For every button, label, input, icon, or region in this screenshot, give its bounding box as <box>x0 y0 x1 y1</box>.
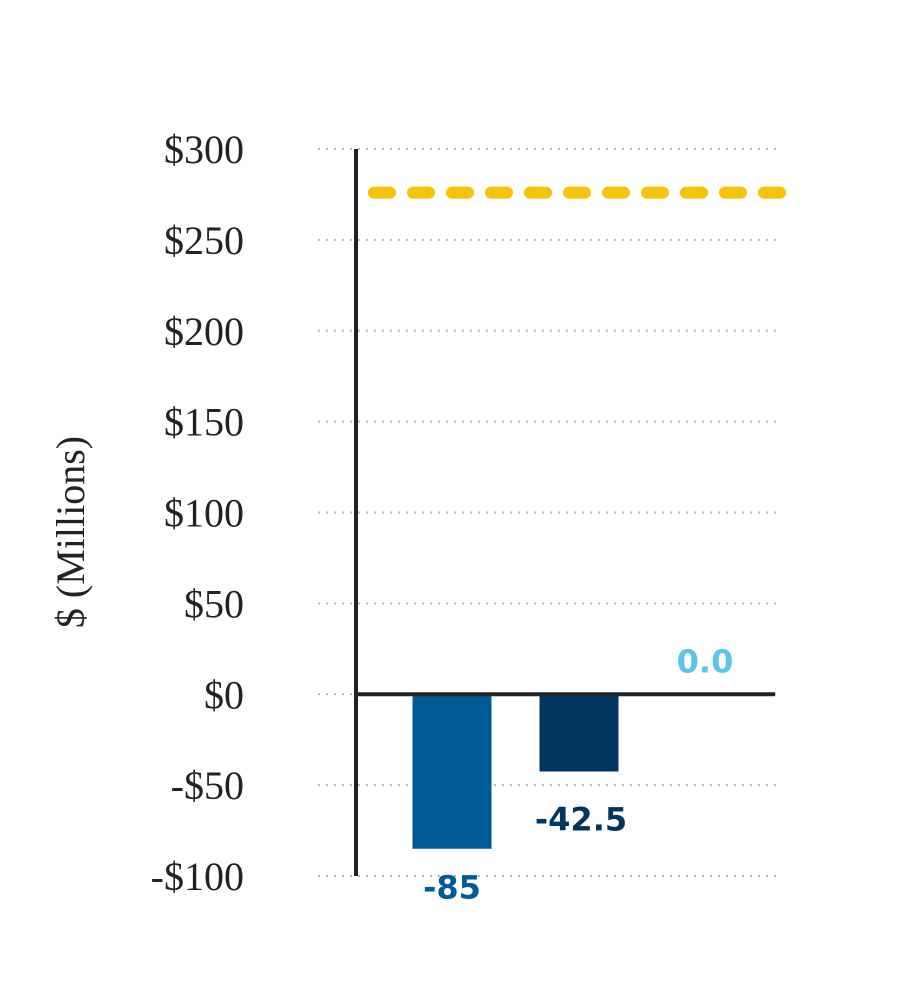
y-tick-label: $300 <box>164 127 244 172</box>
bars <box>412 694 619 849</box>
data-label: -42.5 <box>535 800 627 838</box>
y-tick-label: $150 <box>164 400 244 445</box>
y-tick-label: -$50 <box>171 763 244 808</box>
y-tick-labels: $300 $250 $200 $150 $100 $50 $0 -$50 -$100 <box>151 127 244 899</box>
data-label: 0.0 <box>677 642 734 680</box>
y-tick-label: $50 <box>184 581 244 626</box>
y-tick-label: $250 <box>164 218 244 263</box>
y-tick-label: $200 <box>164 309 244 354</box>
data-labels: -85 -42.5 0.0 <box>423 642 733 906</box>
y-tick-label: $0 <box>204 672 244 717</box>
y-axis-title: $ (Millions) <box>48 436 93 628</box>
data-label: -85 <box>423 869 481 907</box>
y-tick-label: $100 <box>164 491 244 536</box>
bar <box>539 694 619 772</box>
y-tick-label: -$100 <box>151 854 244 899</box>
bar <box>412 694 492 849</box>
